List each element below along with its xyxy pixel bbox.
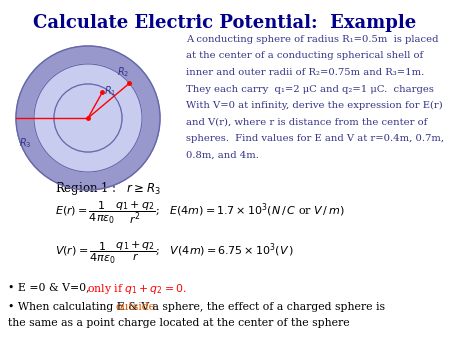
- Circle shape: [55, 85, 121, 151]
- Text: spheres.  Find values for E and V at r=0.4m, 0.7m,: spheres. Find values for E and V at r=0.…: [186, 134, 444, 143]
- Text: $R_3$: $R_3$: [19, 136, 32, 150]
- Text: inner and outer radii of R₂=0.75m and R₃=1m.: inner and outer radii of R₂=0.75m and R₃…: [186, 68, 424, 77]
- Circle shape: [16, 46, 160, 190]
- Text: With V=0 at infinity, derive the expression for E(r): With V=0 at infinity, derive the express…: [186, 101, 443, 110]
- Text: 0.8m, and 4m.: 0.8m, and 4m.: [186, 150, 259, 160]
- Text: at the center of a conducting spherical shell of: at the center of a conducting spherical …: [186, 51, 423, 61]
- Text: only if $q_1+q_2=0$.: only if $q_1+q_2=0$.: [87, 282, 187, 296]
- Text: • When calculating E & V: • When calculating E & V: [8, 302, 153, 312]
- Text: the same as a point charge located at the center of the sphere: the same as a point charge located at th…: [8, 318, 350, 328]
- Circle shape: [54, 84, 122, 152]
- Text: Calculate Electric Potential:  Example: Calculate Electric Potential: Example: [33, 14, 417, 32]
- Text: $E(r) = \dfrac{1}{4\pi\varepsilon_0}\dfrac{q_1+q_2}{r^2}$;   $E(4m) = 1.7 \times: $E(r) = \dfrac{1}{4\pi\varepsilon_0}\dfr…: [55, 200, 345, 226]
- Text: $R_2$: $R_2$: [117, 65, 130, 79]
- Text: • E =0 & V=0,: • E =0 & V=0,: [8, 282, 93, 292]
- Circle shape: [34, 64, 142, 172]
- Text: $R_1$: $R_1$: [104, 84, 117, 98]
- Text: $V(r) = \dfrac{1}{4\pi\varepsilon_0}\dfrac{q_1+q_2}{r}$;   $V(4m) = 6.75 \times : $V(r) = \dfrac{1}{4\pi\varepsilon_0}\dfr…: [55, 240, 294, 266]
- Text: outside: outside: [115, 302, 155, 312]
- Text: They each carry  q₁=2 μC and q₂=1 μC.  charges: They each carry q₁=2 μC and q₂=1 μC. cha…: [186, 84, 434, 94]
- Text: and V(r), where r is distance from the center of: and V(r), where r is distance from the c…: [186, 118, 428, 126]
- Text: Region 1 :   $r \geq R_3$: Region 1 : $r \geq R_3$: [55, 180, 161, 197]
- Text: a sphere, the effect of a charged sphere is: a sphere, the effect of a charged sphere…: [149, 302, 385, 312]
- Text: A conducting sphere of radius R₁=0.5m  is placed: A conducting sphere of radius R₁=0.5m is…: [186, 35, 438, 44]
